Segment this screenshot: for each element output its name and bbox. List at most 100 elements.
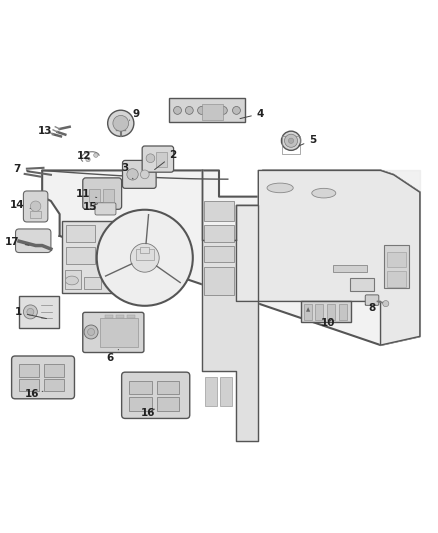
Bar [130, 398, 152, 410]
Text: 10: 10 [321, 318, 336, 328]
FancyBboxPatch shape [365, 295, 379, 305]
Ellipse shape [267, 183, 293, 193]
Text: 5: 5 [299, 135, 317, 146]
Bar [44, 379, 64, 391]
Polygon shape [201, 171, 258, 441]
Bar [204, 266, 234, 295]
Bar [387, 271, 406, 287]
Circle shape [131, 244, 159, 272]
Bar [156, 381, 179, 394]
Bar [44, 364, 64, 376]
Bar [127, 316, 135, 318]
Text: 2: 2 [155, 150, 177, 169]
FancyBboxPatch shape [122, 372, 190, 418]
FancyBboxPatch shape [142, 146, 173, 172]
Circle shape [282, 131, 300, 150]
Text: 7: 7 [14, 164, 30, 174]
Bar [169, 99, 245, 123]
Circle shape [84, 325, 98, 339]
Bar [89, 189, 100, 202]
FancyBboxPatch shape [95, 203, 116, 215]
Bar [66, 247, 95, 264]
Bar [156, 398, 179, 410]
Text: 16: 16 [141, 408, 155, 418]
Circle shape [23, 305, 37, 319]
Circle shape [219, 107, 227, 115]
Circle shape [141, 170, 149, 179]
Text: 13: 13 [38, 126, 55, 136]
Circle shape [113, 116, 129, 131]
Circle shape [108, 110, 134, 136]
Bar [350, 278, 374, 290]
Bar [283, 135, 300, 154]
Polygon shape [237, 171, 420, 345]
Text: 1: 1 [14, 308, 46, 319]
Bar [106, 316, 113, 318]
Bar [204, 225, 234, 243]
Text: ▲: ▲ [306, 308, 311, 312]
Bar [19, 296, 59, 328]
Circle shape [127, 169, 138, 180]
Bar [141, 247, 149, 253]
Text: 16: 16 [25, 389, 43, 399]
Bar [19, 379, 39, 391]
Text: 15: 15 [83, 201, 98, 212]
Circle shape [173, 107, 181, 115]
Bar [327, 304, 335, 320]
Bar [332, 265, 367, 272]
Circle shape [97, 210, 193, 306]
FancyBboxPatch shape [23, 191, 48, 222]
Bar [130, 381, 152, 394]
FancyBboxPatch shape [15, 229, 51, 253]
Text: 12: 12 [77, 151, 92, 161]
Text: 8: 8 [365, 303, 375, 313]
Circle shape [198, 107, 205, 115]
Bar [315, 304, 323, 320]
Bar [201, 103, 223, 120]
Circle shape [88, 328, 95, 335]
Circle shape [233, 107, 240, 115]
Bar [204, 201, 234, 221]
Bar [301, 301, 351, 322]
Bar [387, 252, 406, 268]
Circle shape [27, 309, 34, 316]
Text: 4: 4 [240, 109, 264, 119]
Text: 17: 17 [5, 238, 29, 247]
Bar [204, 246, 234, 262]
Text: 3: 3 [121, 163, 133, 179]
Circle shape [383, 301, 389, 306]
FancyBboxPatch shape [83, 178, 122, 209]
Circle shape [86, 157, 90, 161]
Bar [384, 245, 410, 288]
Bar [103, 189, 114, 202]
Text: 9: 9 [130, 109, 140, 120]
Circle shape [185, 107, 193, 115]
Bar [136, 249, 153, 260]
Circle shape [30, 201, 41, 212]
Bar [339, 304, 347, 320]
Text: 6: 6 [106, 350, 119, 363]
Bar [30, 211, 41, 219]
Circle shape [146, 154, 155, 163]
Bar [205, 376, 217, 406]
Circle shape [94, 153, 98, 157]
Ellipse shape [65, 276, 78, 285]
Bar [65, 270, 81, 289]
Polygon shape [42, 171, 420, 345]
Text: 11: 11 [75, 189, 97, 199]
Bar [62, 221, 130, 293]
FancyBboxPatch shape [83, 312, 144, 352]
Bar [19, 364, 39, 376]
Bar [220, 376, 232, 406]
Ellipse shape [312, 188, 336, 198]
FancyBboxPatch shape [12, 356, 74, 399]
Circle shape [288, 138, 293, 143]
Text: 14: 14 [10, 200, 30, 211]
Bar [84, 277, 101, 289]
FancyBboxPatch shape [123, 160, 156, 188]
Bar [66, 225, 95, 243]
Bar [304, 304, 312, 320]
Bar [117, 316, 124, 318]
Bar [100, 318, 138, 347]
Bar [156, 152, 167, 167]
